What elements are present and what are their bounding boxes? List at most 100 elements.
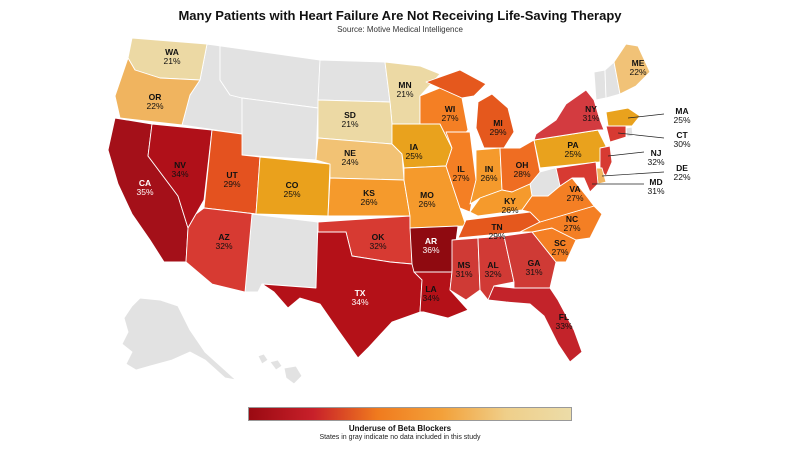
label-OR: OR 22% <box>146 92 163 111</box>
state-value: 35% <box>136 187 153 197</box>
label-GA: GA 31% <box>525 258 542 277</box>
label-MO: MO 26% <box>418 190 435 209</box>
state-NM <box>244 213 319 293</box>
state-abbr: FL <box>559 312 569 322</box>
state-abbr: DE <box>676 163 688 173</box>
label-SC: SC 27% <box>551 238 568 257</box>
label-AL: AL 32% <box>484 260 501 279</box>
state-value: 27% <box>452 173 469 183</box>
state-abbr: IL <box>457 164 465 174</box>
state-value: 25% <box>673 115 690 125</box>
state-ME <box>613 43 651 95</box>
state-abbr: GA <box>528 258 541 268</box>
state-abbr: NC <box>566 214 578 224</box>
state-NJ <box>599 145 613 177</box>
label-WI: WI 27% <box>441 104 458 123</box>
state-TX <box>261 221 423 359</box>
state-abbr: KY <box>504 196 516 206</box>
state-value: 26% <box>480 173 497 183</box>
label-MD: MD 31% <box>647 177 664 196</box>
state-abbr: LA <box>425 284 436 294</box>
state-abbr: OR <box>149 92 162 102</box>
state-value: 32% <box>647 157 664 167</box>
state-abbr: NV <box>174 160 186 170</box>
state-value: 26% <box>360 197 377 207</box>
state-VA <box>521 177 595 223</box>
state-WY <box>241 97 319 161</box>
label-NC: NC 27% <box>563 214 580 233</box>
state-value: 25% <box>405 151 422 161</box>
state-KY <box>469 183 533 217</box>
state-value: 29% <box>489 127 506 137</box>
state-value: 32% <box>369 241 386 251</box>
state-value: 22% <box>146 101 163 111</box>
state-value: 22% <box>629 67 646 77</box>
state-NY <box>533 89 605 141</box>
label-CO: CO 25% <box>283 180 300 199</box>
state-value: 34% <box>422 293 439 303</box>
label-PA: PA 25% <box>564 140 581 159</box>
state-FL <box>487 285 583 363</box>
label-MA: MA 25% <box>673 106 690 125</box>
label-MI: MI 29% <box>489 118 506 137</box>
label-OK: OK 32% <box>369 232 386 251</box>
state-abbr: SD <box>344 110 356 120</box>
state-abbr: PA <box>567 140 578 150</box>
state-value: 25% <box>564 149 581 159</box>
state-MI <box>425 69 515 149</box>
state-VT <box>593 69 607 101</box>
state-abbr: NJ <box>651 148 662 158</box>
state-RI <box>625 126 634 138</box>
leader-line-de <box>601 171 665 177</box>
label-KY: KY 26% <box>501 196 518 215</box>
state-abbr: AR <box>425 236 437 246</box>
state-abbr: CO <box>286 180 299 190</box>
label-CT: CT 30% <box>673 130 690 149</box>
map-subtitle: Source: Motive Medical Intelligence <box>337 25 463 34</box>
label-SD: SD 21% <box>341 110 358 129</box>
state-value: 27% <box>566 193 583 203</box>
state-value: 27% <box>551 247 568 257</box>
state-value: 34% <box>351 297 368 307</box>
state-abbr: MA <box>675 106 688 116</box>
label-MS: MS 31% <box>455 260 472 279</box>
state-value: 21% <box>163 56 180 66</box>
label-AZ: AZ 32% <box>215 232 232 251</box>
state-AZ <box>185 207 257 293</box>
state-value: 31% <box>455 269 472 279</box>
leader-line-ct <box>617 132 665 139</box>
state-abbr: NE <box>344 148 356 158</box>
leader-line-ma <box>627 113 665 119</box>
state-IL <box>445 131 477 213</box>
label-FL: FL 33% <box>555 312 572 331</box>
state-abbr: OK <box>372 232 386 242</box>
label-OH: OH 28% <box>513 160 530 179</box>
label-NJ: NJ 32% <box>647 148 664 167</box>
state-AK <box>121 297 237 381</box>
label-NY: NY 31% <box>582 104 599 123</box>
label-MN: MN 21% <box>396 80 413 99</box>
state-abbr: TX <box>355 288 366 298</box>
state-value: 31% <box>525 267 542 277</box>
state-abbr: TN <box>491 222 502 232</box>
state-abbr: SC <box>554 238 566 248</box>
state-abbr: MD <box>649 177 662 187</box>
state-value: 32% <box>215 241 232 251</box>
legend-gradient-bar <box>248 407 572 421</box>
state-value: 22% <box>673 172 690 182</box>
state-value: 36% <box>422 245 439 255</box>
state-value: 25% <box>283 189 300 199</box>
label-ME: ME 22% <box>629 58 646 77</box>
state-value: 30% <box>673 139 690 149</box>
label-IA: IA 25% <box>405 142 422 161</box>
legend-note: States in gray indicate no data included… <box>319 434 481 441</box>
state-abbr: MO <box>420 190 434 200</box>
state-value: 27% <box>563 223 580 233</box>
state-value: 21% <box>396 89 413 99</box>
label-LA: LA 34% <box>422 284 439 303</box>
state-abbr: IA <box>410 142 419 152</box>
legend-title: Underuse of Beta Blockers <box>348 424 452 433</box>
label-TN: TN 29% <box>488 222 505 241</box>
state-value: 26% <box>501 205 518 215</box>
state-abbr: OH <box>516 160 529 170</box>
